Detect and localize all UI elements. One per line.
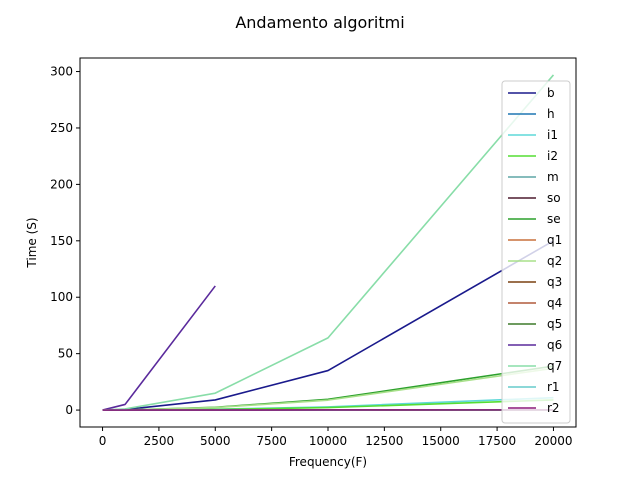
legend-item: q4 bbox=[508, 296, 562, 310]
legend-item: r2 bbox=[508, 401, 560, 415]
y-tick-label: 50 bbox=[58, 347, 73, 361]
legend-item: m bbox=[508, 170, 559, 184]
y-tick-label: 200 bbox=[50, 177, 73, 191]
legend: bh i1 i2 m so se q1 q2 q3 q4 q5 q6 q7 r1 r2 bbox=[501, 80, 571, 424]
legend-label: q2 bbox=[547, 254, 562, 268]
series-line-q2 bbox=[102, 367, 554, 411]
legend-label: so bbox=[547, 191, 561, 205]
legend-item: r1 bbox=[508, 380, 560, 394]
y-tick-label: 300 bbox=[50, 65, 73, 79]
chart-title: Andamento algoritmi bbox=[235, 13, 404, 32]
legend-label: i1 bbox=[547, 128, 558, 142]
legend-label: r2 bbox=[547, 401, 560, 415]
legend-item: h bbox=[508, 107, 555, 121]
series-line-se bbox=[102, 365, 554, 411]
series-layer bbox=[102, 74, 555, 411]
y-tick-label: 100 bbox=[50, 290, 73, 304]
legend-label: q3 bbox=[547, 275, 562, 289]
x-tick-label: 10000 bbox=[309, 434, 347, 448]
legend-item: se bbox=[508, 212, 561, 226]
x-axis: 0 2500 5000 7500 10000 12500 15000 17500 20000 bbox=[99, 427, 573, 448]
x-tick-label: 5000 bbox=[200, 434, 231, 448]
legend-label: q6 bbox=[547, 338, 562, 352]
legend-label: q1 bbox=[547, 233, 562, 247]
legend-label: q4 bbox=[547, 296, 562, 310]
series-line-q7 bbox=[102, 74, 555, 411]
y-axis-label: Time (S) bbox=[25, 217, 39, 268]
x-tick-label: 0 bbox=[99, 434, 107, 448]
x-tick-label: 7500 bbox=[256, 434, 287, 448]
legend-label: q5 bbox=[547, 317, 562, 331]
y-tick-label: 150 bbox=[50, 234, 73, 248]
legend-label: h bbox=[547, 107, 555, 121]
x-axis-label: Frequency(F) bbox=[289, 455, 367, 469]
series-line-q6 bbox=[102, 285, 216, 411]
legend-item: q5 bbox=[508, 317, 562, 331]
y-axis: 0 50 100 150 200 250 300 bbox=[50, 65, 80, 417]
y-tick-label: 0 bbox=[65, 403, 73, 417]
y-tick-label: 250 bbox=[50, 121, 73, 135]
legend-label: r1 bbox=[547, 380, 560, 394]
series-lines bbox=[102, 74, 555, 411]
legend-label: se bbox=[547, 212, 561, 226]
legend-item: q2 bbox=[508, 254, 562, 268]
x-tick-label: 17500 bbox=[478, 434, 516, 448]
legend-label: q7 bbox=[547, 359, 562, 373]
x-tick-label: 2500 bbox=[144, 434, 175, 448]
legend-item: q1 bbox=[508, 233, 562, 247]
legend-label: b bbox=[547, 86, 555, 100]
legend-item: so bbox=[508, 191, 561, 205]
legend-item: i2 bbox=[508, 149, 558, 163]
legend-item: q3 bbox=[508, 275, 562, 289]
x-tick-label: 15000 bbox=[422, 434, 460, 448]
legend-item: q7 bbox=[508, 359, 562, 373]
legend-item: b bbox=[508, 86, 555, 100]
x-tick-label: 20000 bbox=[534, 434, 572, 448]
x-tick-label: 12500 bbox=[365, 434, 403, 448]
legend-item: i1 bbox=[508, 128, 558, 142]
legend-item: q6 bbox=[508, 338, 562, 352]
legend-label: i2 bbox=[547, 149, 558, 163]
legend-frame bbox=[501, 80, 571, 424]
legend-label: m bbox=[547, 170, 559, 184]
series-line-b bbox=[102, 240, 554, 411]
